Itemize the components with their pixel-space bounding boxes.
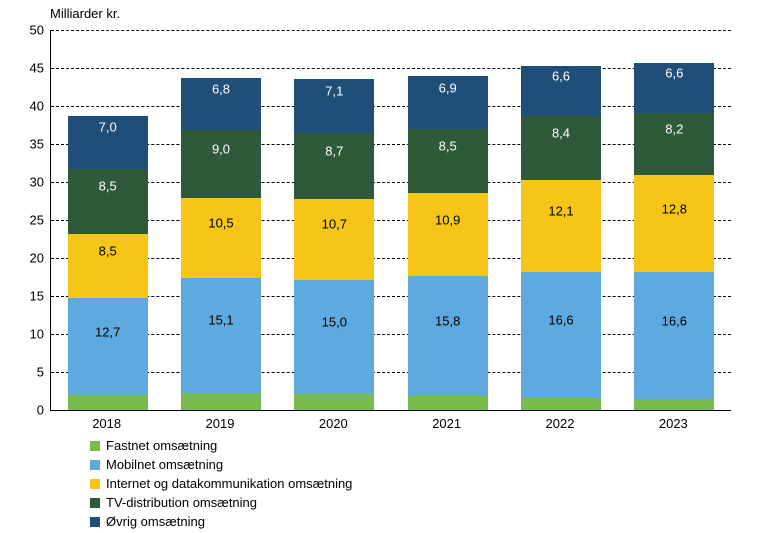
- gridline: [51, 372, 731, 373]
- segment-label: 10,7: [294, 217, 374, 232]
- y-tick-label: 40: [16, 99, 44, 114]
- legend-swatch: [90, 460, 100, 470]
- segment-label: 8,5: [408, 139, 488, 154]
- segment-label: 6,9: [408, 80, 488, 95]
- segment-label: 8,5: [68, 243, 148, 258]
- bar-segment: [68, 395, 148, 410]
- segment-label: 6,8: [181, 81, 261, 96]
- gridline: [51, 220, 731, 221]
- x-tick-label: 2020: [319, 416, 348, 431]
- segment-label: 8,7: [294, 143, 374, 158]
- segment-label: 6,6: [634, 65, 714, 80]
- bar-segment: [294, 199, 374, 280]
- y-tick-label: 15: [16, 289, 44, 304]
- segment-label: 8,4: [521, 125, 601, 140]
- y-tick-label: 10: [16, 327, 44, 342]
- bar-segment: [181, 198, 261, 278]
- x-tick-label: 2018: [92, 416, 121, 431]
- legend-item: Fastnet omsætning: [90, 438, 390, 453]
- segment-label: 12,8: [634, 201, 714, 216]
- segment-label: 8,2: [634, 122, 714, 137]
- bar-group: 2,012,78,58,57,0: [68, 30, 148, 410]
- legend-swatch: [90, 441, 100, 451]
- x-tick-label: 2021: [432, 416, 461, 431]
- segment-label: 12,7: [68, 324, 148, 339]
- x-tick-label: 2023: [659, 416, 688, 431]
- x-tick-label: 2022: [546, 416, 575, 431]
- bar-segment: [181, 130, 261, 198]
- segment-label: 10,5: [181, 215, 261, 230]
- segment-label: 6,6: [521, 68, 601, 83]
- y-tick-label: 0: [16, 403, 44, 418]
- bar-segment: [634, 272, 714, 398]
- segment-label: 15,8: [408, 314, 488, 329]
- y-tick-label: 50: [16, 23, 44, 38]
- segment-label: 12,1: [521, 203, 601, 218]
- bar-segment: [634, 399, 714, 410]
- segment-label: 7,0: [68, 120, 148, 135]
- segment-label: 9,0: [181, 141, 261, 156]
- bar-segment: [408, 193, 488, 276]
- legend-item: Internet og datakommunikation omsætning: [90, 476, 390, 491]
- segment-label: 16,6: [521, 312, 601, 327]
- bar-segment: [521, 180, 601, 272]
- y-axis-title: Milliarder kr.: [50, 6, 120, 21]
- bar-group: 1,616,612,18,46,6: [521, 30, 601, 410]
- y-tick-label: 20: [16, 251, 44, 266]
- segment-label: 15,1: [181, 313, 261, 328]
- bar-segment: [181, 393, 261, 410]
- y-tick-label: 30: [16, 175, 44, 190]
- bar-segment: [521, 272, 601, 398]
- gridline: [51, 144, 731, 145]
- legend-swatch: [90, 517, 100, 527]
- segment-label: 8,5: [68, 179, 148, 194]
- bar-segment: [521, 398, 601, 410]
- legend-item: TV-distribution omsætning: [90, 495, 370, 510]
- bar-segment: [634, 175, 714, 272]
- bar-segment: [408, 276, 488, 396]
- gridline: [51, 296, 731, 297]
- bar-segment: [408, 396, 488, 410]
- bar-segment: [68, 298, 148, 395]
- bar-segment: [294, 280, 374, 394]
- bar-segment: [294, 394, 374, 410]
- legend-label: Mobilnet omsætning: [106, 457, 223, 472]
- segment-label: 16,6: [634, 313, 714, 328]
- bar-group: 1,815,810,98,56,9: [408, 30, 488, 410]
- segment-label: 15,0: [294, 315, 374, 330]
- y-tick-label: 25: [16, 213, 44, 228]
- legend-item: Øvrig omsætning: [90, 514, 390, 529]
- gridline: [51, 106, 731, 107]
- bar-segment: [181, 278, 261, 393]
- legend-label: Internet og datakommunikation omsætning: [106, 476, 352, 491]
- segment-label: 10,9: [408, 212, 488, 227]
- legend-swatch: [90, 479, 100, 489]
- bar-group: 2,315,110,59,06,8: [181, 30, 261, 410]
- chart-container: Milliarder kr. 2,012,78,58,57,02,315,110…: [0, 0, 768, 500]
- legend-item: Mobilnet omsætning: [90, 457, 370, 472]
- x-tick-label: 2019: [206, 416, 235, 431]
- gridline: [51, 258, 731, 259]
- gridline: [51, 68, 731, 69]
- legend-label: Øvrig omsætning: [106, 514, 205, 529]
- legend-label: Fastnet omsætning: [106, 438, 217, 453]
- plot-area: 2,012,78,58,57,02,315,110,59,06,82,115,0…: [50, 30, 731, 411]
- legend-swatch: [90, 498, 100, 508]
- legend-label: TV-distribution omsætning: [106, 495, 257, 510]
- bar-group: 2,115,010,78,77,1: [294, 30, 374, 410]
- legend: Fastnet omsætning Mobilnet omsætning Inter…: [90, 438, 690, 533]
- y-tick-label: 45: [16, 61, 44, 76]
- gridline: [51, 30, 731, 31]
- y-tick-label: 5: [16, 365, 44, 380]
- gridline: [51, 182, 731, 183]
- segment-label: 7,1: [294, 83, 374, 98]
- gridline: [51, 334, 731, 335]
- bar-group: 1,516,612,88,26,6: [634, 30, 714, 410]
- y-tick-label: 35: [16, 137, 44, 152]
